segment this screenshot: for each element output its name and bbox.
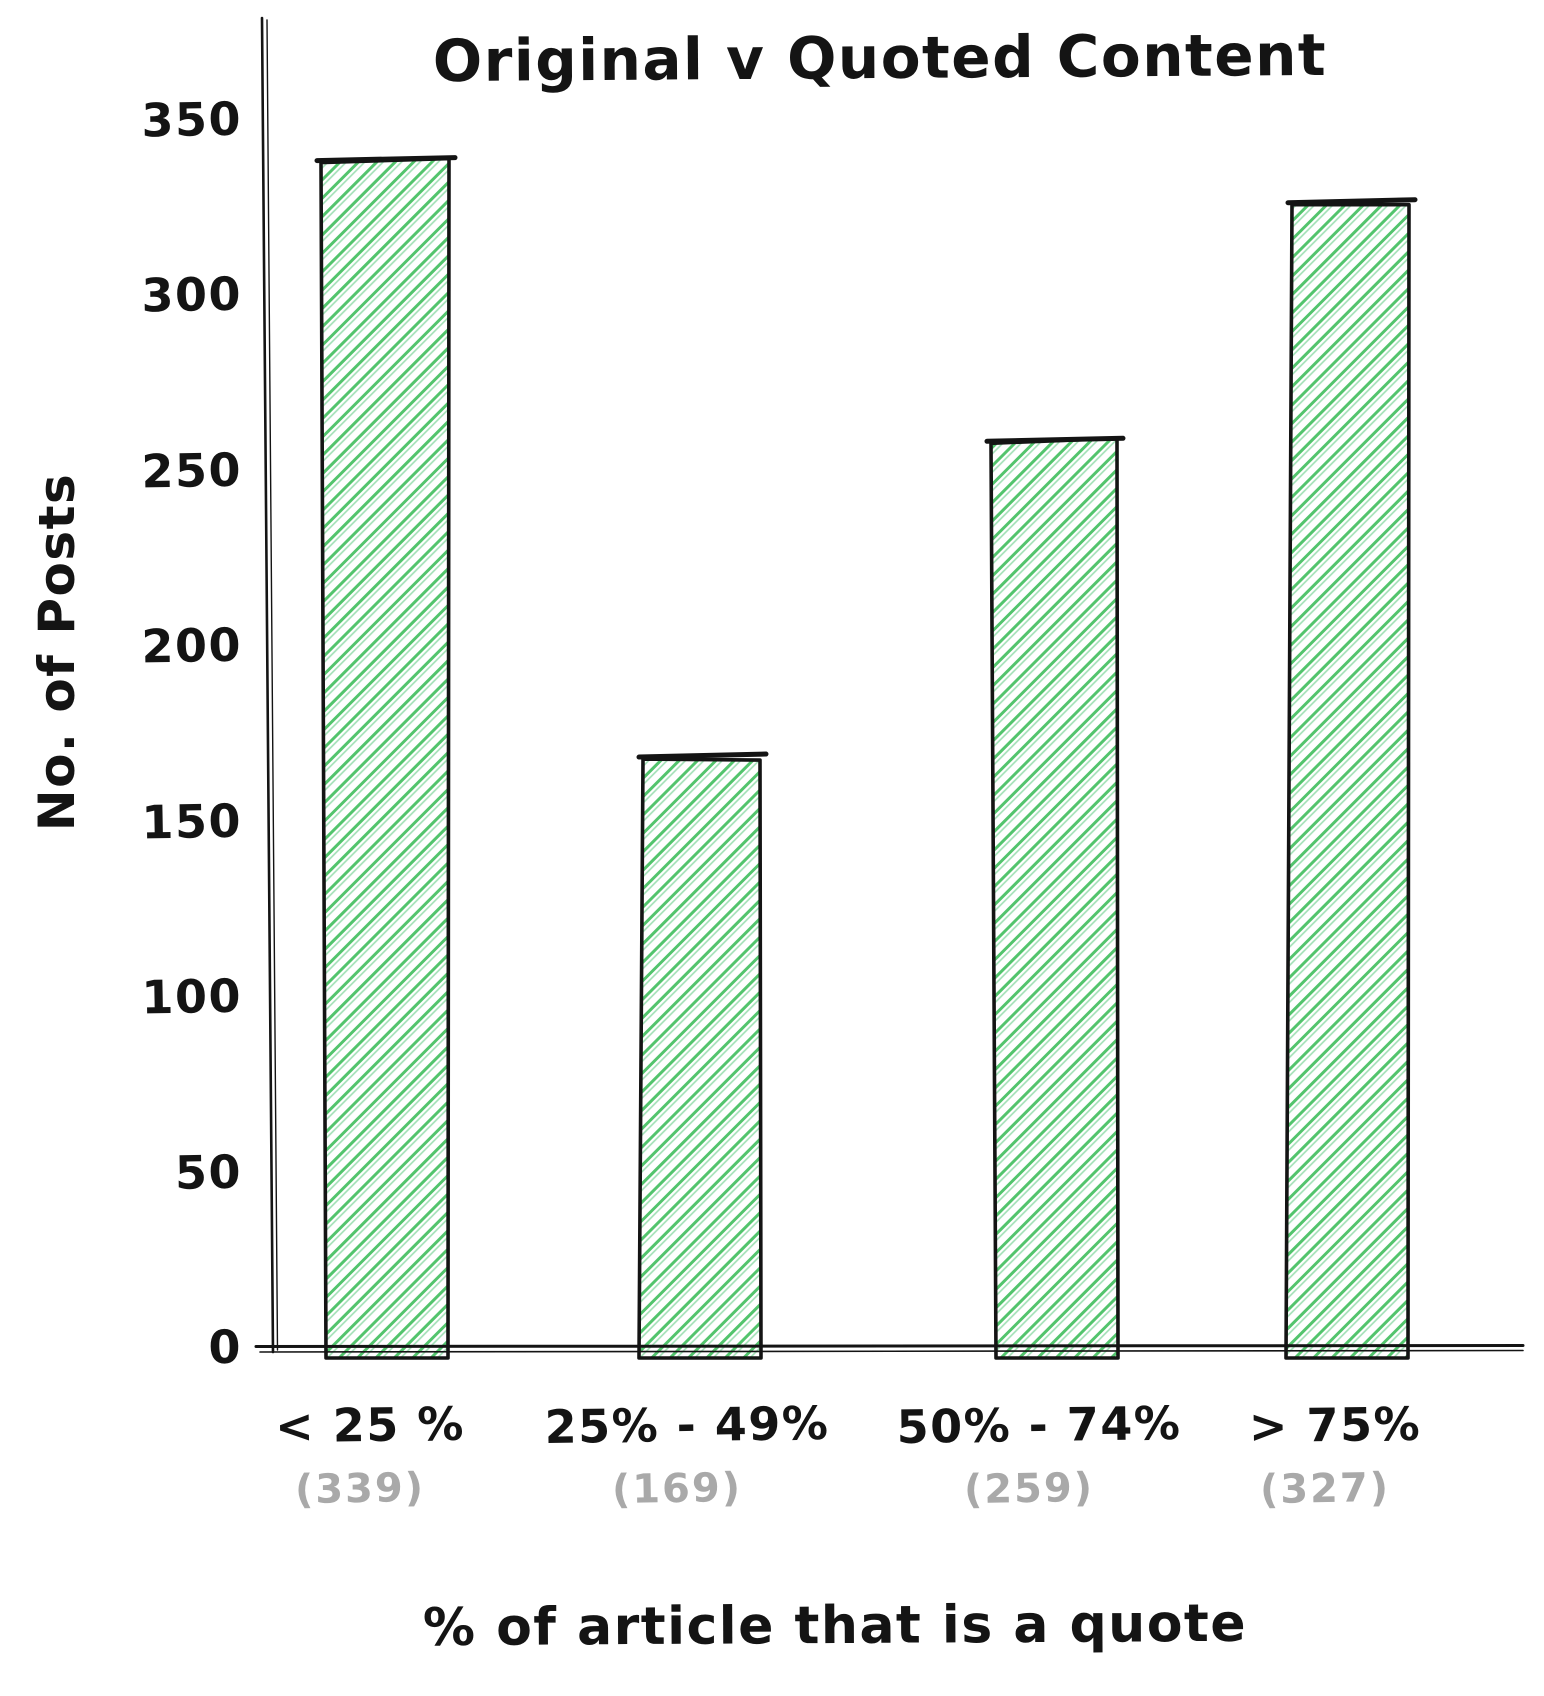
x-axis-line <box>254 1344 1525 1348</box>
bar-top-cap <box>984 435 1126 444</box>
y-tick-label-250: 250 <box>141 442 243 499</box>
y-tick-label-0: 0 <box>208 1319 243 1375</box>
bar-top-cap <box>636 751 769 760</box>
x-category-label-2: 25% - 49% <box>544 1396 830 1454</box>
bar-count-label-3: (259) <box>963 1464 1095 1514</box>
x-axis-title: % of article that is a quote <box>422 1593 1248 1659</box>
bar-2 <box>637 757 763 1360</box>
bar-3 <box>989 436 1120 1360</box>
bar-1 <box>319 156 451 1360</box>
y-tick-label-350: 350 <box>141 91 243 148</box>
y-axis-line <box>266 19 279 1351</box>
bar-count-label-4: (327) <box>1259 1464 1391 1514</box>
bar-4 <box>1284 202 1411 1360</box>
bar-count-label-1: (339) <box>294 1464 426 1514</box>
y-axis-line <box>260 16 275 1354</box>
y-axis-title: No. of Posts <box>28 472 86 832</box>
x-category-label-4: > 75% <box>1248 1396 1422 1454</box>
y-tick-label-50: 50 <box>174 1144 243 1200</box>
y-tick-label-200: 200 <box>141 617 243 674</box>
y-tick-label-100: 100 <box>141 968 243 1025</box>
y-tick-label-150: 150 <box>141 793 243 850</box>
x-axis-line <box>259 1349 1524 1353</box>
bar-top-cap <box>314 155 458 164</box>
chart-title: Original v Quoted Content <box>432 20 1328 96</box>
y-tick-label-300: 300 <box>141 267 243 323</box>
bar-top-cap <box>1285 197 1418 206</box>
bar-count-label-2: (169) <box>611 1464 743 1514</box>
